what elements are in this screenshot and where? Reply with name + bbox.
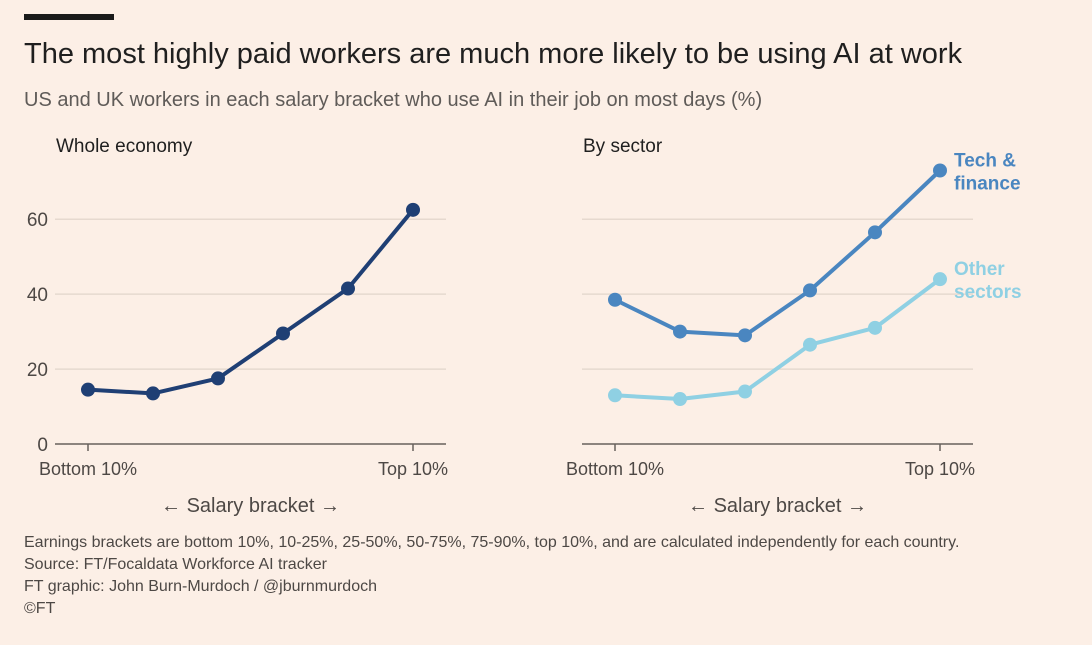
whole-economy-panel-title: Whole economy bbox=[56, 136, 193, 157]
whole-economy-x-tick-label-last: Top 10% bbox=[378, 459, 448, 479]
by-sector-series-1-point bbox=[673, 392, 687, 407]
whole-economy-series-0-point bbox=[341, 281, 355, 296]
chart-subtitle: US and UK workers in each salary bracket… bbox=[24, 89, 763, 111]
by-sector-series-0-point bbox=[673, 324, 687, 339]
by-sector-series-0-point bbox=[868, 225, 882, 240]
by-sector-series-1-point bbox=[803, 337, 817, 352]
by-sector-series-1-label-line1: Other bbox=[954, 259, 1005, 280]
whole-economy-y-tick-label: 20 bbox=[27, 360, 48, 381]
by-sector-x-axis-label: ← Salary bracket → bbox=[688, 495, 867, 517]
by-sector-series-0-point bbox=[608, 292, 622, 307]
by-sector-series-0-line bbox=[613, 168, 942, 338]
whole-economy-x-axis-label: ← Salary bracket → bbox=[161, 495, 340, 517]
by-sector-series-1-label-line2: sectors bbox=[954, 282, 1022, 303]
footer-source: Source: FT/Focaldata Workforce AI tracke… bbox=[24, 556, 327, 573]
by-sector-panel-title: By sector bbox=[583, 136, 663, 157]
whole-economy-series-0-point bbox=[146, 386, 160, 401]
footer-copyright: ©FT bbox=[24, 600, 56, 617]
whole-economy-series-0-point bbox=[406, 202, 420, 217]
by-sector-series-1-point bbox=[608, 388, 622, 403]
footer-note: Earnings brackets are bottom 10%, 10-25%… bbox=[24, 534, 960, 551]
ft-top-bar bbox=[24, 14, 114, 20]
footer-credit: FT graphic: John Burn-Murdoch / @jburnmu… bbox=[24, 578, 377, 595]
by-sector-series-0-label-line1: Tech & bbox=[954, 150, 1016, 171]
whole-economy-x-tick-label-first: Bottom 10% bbox=[39, 459, 137, 479]
whole-economy-y-tick-label: 0 bbox=[37, 435, 48, 456]
by-sector-series-1-point bbox=[738, 384, 752, 399]
whole-economy-series-0-point bbox=[211, 371, 225, 386]
by-sector-series-1-point bbox=[868, 320, 882, 335]
by-sector-series-1-line bbox=[613, 277, 942, 402]
by-sector-x-tick-label-first: Bottom 10% bbox=[566, 459, 664, 479]
whole-economy-series-0-point bbox=[81, 382, 95, 397]
chart-title: The most highly paid workers are much mo… bbox=[24, 38, 963, 70]
whole-economy-series-0-point bbox=[276, 326, 290, 341]
by-sector-series-0-label-line2: finance bbox=[954, 173, 1021, 194]
by-sector-series-0-point bbox=[803, 283, 817, 298]
whole-economy-y-tick-label: 60 bbox=[27, 210, 48, 231]
by-sector-series-0-point bbox=[933, 163, 947, 178]
by-sector-x-tick-label-last: Top 10% bbox=[905, 459, 975, 479]
footer: Earnings brackets are bottom 10%, 10-25%… bbox=[24, 532, 959, 620]
whole-economy-y-tick-label: 40 bbox=[27, 285, 48, 306]
by-sector-series-1-point bbox=[933, 272, 947, 287]
whole-economy-series-0-line bbox=[86, 207, 415, 396]
by-sector-series-0-point bbox=[738, 328, 752, 343]
